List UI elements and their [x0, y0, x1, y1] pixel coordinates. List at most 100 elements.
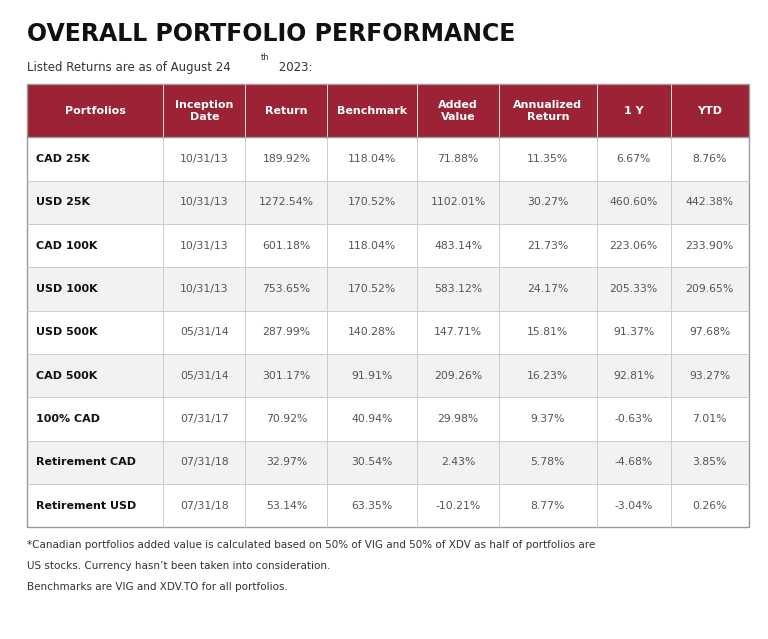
Bar — [27, 354, 164, 397]
Bar — [499, 484, 597, 527]
Text: 233.90%: 233.90% — [686, 241, 734, 250]
Text: USD 500K: USD 500K — [36, 327, 98, 337]
Text: -10.21%: -10.21% — [435, 500, 481, 511]
Text: 53.14%: 53.14% — [266, 500, 307, 511]
Bar — [670, 397, 749, 440]
Text: 100% CAD: 100% CAD — [36, 414, 100, 424]
Text: 6.67%: 6.67% — [617, 154, 650, 164]
Text: 442.38%: 442.38% — [686, 197, 734, 207]
Bar — [597, 397, 670, 440]
Bar — [246, 354, 327, 397]
Text: 29.98%: 29.98% — [438, 414, 478, 424]
Bar — [27, 440, 164, 484]
Bar — [327, 224, 417, 267]
Bar — [597, 311, 670, 354]
Bar — [670, 484, 749, 527]
Text: YTD: YTD — [697, 106, 722, 116]
Bar — [164, 84, 246, 137]
Bar — [499, 224, 597, 267]
Text: CAD 500K: CAD 500K — [36, 371, 98, 381]
Text: USD 100K: USD 100K — [36, 284, 98, 294]
Text: 92.81%: 92.81% — [613, 371, 654, 381]
Bar — [27, 311, 164, 354]
Text: 189.92%: 189.92% — [263, 154, 310, 164]
Bar — [417, 397, 499, 440]
Text: 209.26%: 209.26% — [434, 371, 482, 381]
Text: 1 Y: 1 Y — [624, 106, 644, 116]
Text: 70.92%: 70.92% — [266, 414, 307, 424]
Bar — [670, 137, 749, 181]
Text: 287.99%: 287.99% — [263, 327, 310, 337]
Bar — [499, 181, 597, 224]
Bar — [499, 267, 597, 311]
Bar — [417, 267, 499, 311]
Bar — [670, 354, 749, 397]
Text: Added
Value: Added Value — [439, 100, 478, 122]
Text: 140.28%: 140.28% — [348, 327, 396, 337]
Bar — [246, 397, 327, 440]
Bar — [597, 181, 670, 224]
Text: 10/31/13: 10/31/13 — [180, 154, 229, 164]
Text: 170.52%: 170.52% — [348, 197, 396, 207]
Bar — [327, 440, 417, 484]
Text: 16.23%: 16.23% — [527, 371, 568, 381]
Bar — [499, 354, 597, 397]
Bar — [417, 84, 499, 137]
Bar — [164, 224, 246, 267]
Bar — [597, 224, 670, 267]
Bar — [246, 440, 327, 484]
Bar — [499, 84, 597, 137]
Bar — [597, 354, 670, 397]
Bar — [327, 267, 417, 311]
Text: 10/31/13: 10/31/13 — [180, 241, 229, 250]
Text: 24.17%: 24.17% — [527, 284, 568, 294]
Text: 8.76%: 8.76% — [693, 154, 727, 164]
Bar — [417, 181, 499, 224]
Bar — [164, 267, 246, 311]
Text: US stocks. Currency hasn’t been taken into consideration.: US stocks. Currency hasn’t been taken in… — [27, 561, 330, 571]
Text: *Canadian portfolios added value is calculated based on 50% of VIG and 50% of XD: *Canadian portfolios added value is calc… — [27, 540, 595, 550]
Text: 7.01%: 7.01% — [693, 414, 727, 424]
Text: 11.35%: 11.35% — [527, 154, 568, 164]
Text: 91.91%: 91.91% — [352, 371, 393, 381]
Text: 21.73%: 21.73% — [527, 241, 568, 250]
Bar — [27, 224, 164, 267]
Bar — [164, 484, 246, 527]
Bar — [246, 267, 327, 311]
Bar — [27, 181, 164, 224]
Bar — [327, 354, 417, 397]
Text: 118.04%: 118.04% — [348, 241, 396, 250]
Text: Listed Returns are as of August 24: Listed Returns are as of August 24 — [27, 61, 230, 73]
Bar — [246, 484, 327, 527]
Bar — [246, 224, 327, 267]
Text: 118.04%: 118.04% — [348, 154, 396, 164]
Text: 30.27%: 30.27% — [527, 197, 568, 207]
Bar — [417, 224, 499, 267]
Bar — [417, 484, 499, 527]
Text: 40.94%: 40.94% — [352, 414, 393, 424]
Bar — [597, 484, 670, 527]
Text: Inception
Date: Inception Date — [175, 100, 233, 122]
Text: 5.78%: 5.78% — [531, 458, 565, 467]
Text: -0.63%: -0.63% — [614, 414, 653, 424]
Text: 63.35%: 63.35% — [352, 500, 393, 511]
Text: 97.68%: 97.68% — [689, 327, 730, 337]
Bar — [597, 440, 670, 484]
Bar — [327, 181, 417, 224]
Text: Retirement USD: Retirement USD — [36, 500, 137, 511]
Text: 460.60%: 460.60% — [610, 197, 658, 207]
Bar — [246, 137, 327, 181]
Text: Benchmarks are VIG and XDV.TO for all portfolios.: Benchmarks are VIG and XDV.TO for all po… — [27, 582, 288, 592]
Text: 483.14%: 483.14% — [434, 241, 482, 250]
Bar — [164, 440, 246, 484]
Text: 07/31/18: 07/31/18 — [180, 500, 229, 511]
Bar — [327, 84, 417, 137]
Text: 93.27%: 93.27% — [689, 371, 730, 381]
Bar — [27, 84, 164, 137]
Text: Return: Return — [265, 106, 308, 116]
Text: 583.12%: 583.12% — [434, 284, 482, 294]
Bar — [417, 440, 499, 484]
Bar — [164, 354, 246, 397]
Bar — [597, 84, 670, 137]
Text: 32.97%: 32.97% — [266, 458, 307, 467]
